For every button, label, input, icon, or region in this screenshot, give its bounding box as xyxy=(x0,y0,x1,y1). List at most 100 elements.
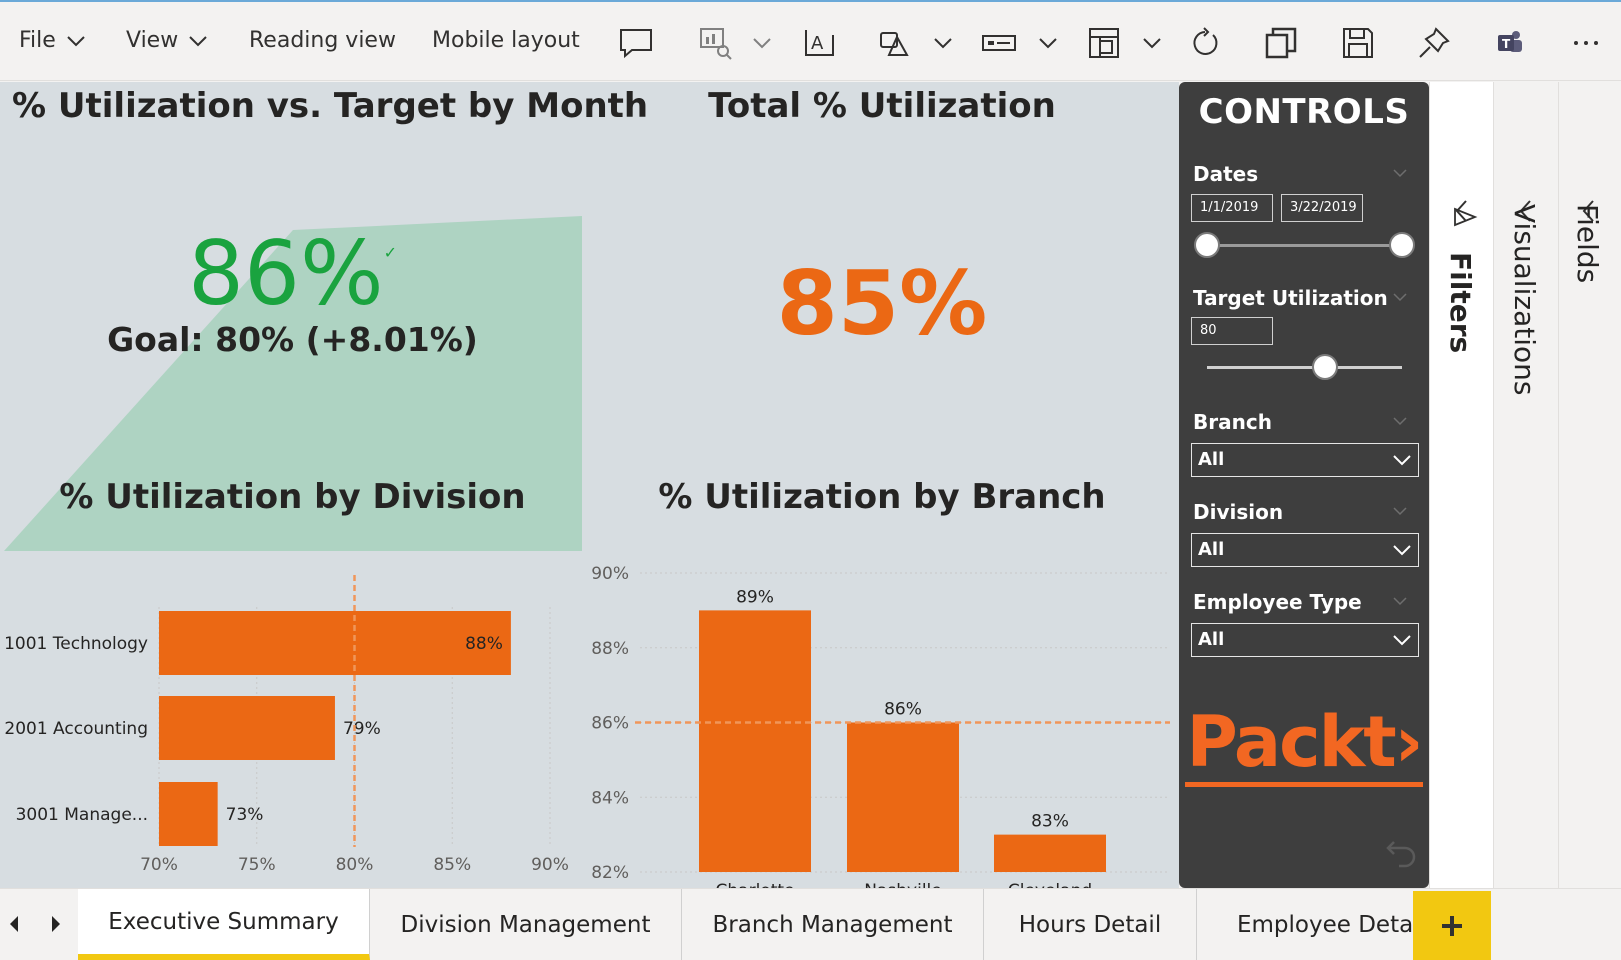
card-title: Total % Utilization xyxy=(708,86,1056,126)
chevron-down-icon[interactable] xyxy=(1393,506,1407,516)
tab-label: Employee Details xyxy=(1237,911,1413,938)
division-bar xyxy=(159,782,218,846)
chevron-down-icon[interactable] xyxy=(1393,416,1407,426)
x-tick-label: 90% xyxy=(531,855,569,875)
chevron-down-icon[interactable] xyxy=(932,34,954,52)
division-data-label: 88% xyxy=(465,634,503,654)
tab-branch-management[interactable]: Branch Management xyxy=(682,889,984,960)
tab-hours-detail[interactable]: Hours Detail xyxy=(984,889,1197,960)
division-chart-title: % Utilization by Division xyxy=(59,477,526,517)
tab-employee-details[interactable]: Employee Details xyxy=(1197,889,1413,960)
pin-icon[interactable] xyxy=(1415,24,1453,62)
x-tick-label: 75% xyxy=(238,855,276,875)
employee-type-dropdown-value: All xyxy=(1198,629,1225,650)
chevron-left-icon[interactable] xyxy=(1579,198,1599,224)
add-page-button[interactable] xyxy=(1413,891,1491,960)
teams-icon[interactable]: T xyxy=(1491,24,1529,62)
chevron-down-icon xyxy=(1393,545,1411,556)
page-layout-icon[interactable] xyxy=(1085,24,1123,62)
division-category-label: 2001 Accounting xyxy=(4,719,148,739)
comment-icon[interactable] xyxy=(617,24,655,62)
branch-dropdown[interactable]: All xyxy=(1191,443,1419,477)
file-menu[interactable]: File xyxy=(19,28,86,53)
fields-label: Fields xyxy=(1571,204,1604,284)
refresh-icon[interactable] xyxy=(1186,24,1224,62)
date-start-input[interactable]: 1/1/2019 xyxy=(1191,194,1273,222)
tab-label: Hours Detail xyxy=(1018,911,1162,938)
card-value: 85% xyxy=(776,252,988,355)
visualizations-pane[interactable]: Visualizations xyxy=(1493,82,1558,888)
y-tick-label: 90% xyxy=(591,564,629,584)
branch-column xyxy=(994,834,1106,872)
date-end-input[interactable]: 3/22/2019 xyxy=(1281,194,1363,222)
branch-data-label: 89% xyxy=(736,587,774,607)
employee-type-label: Employee Type xyxy=(1193,590,1362,614)
visual-interactions-icon[interactable] xyxy=(697,24,735,62)
x-tick-label: 80% xyxy=(336,855,374,875)
chevron-left-icon[interactable] xyxy=(1452,198,1472,224)
target-utilization-input[interactable]: 80 xyxy=(1191,317,1273,345)
save-icon[interactable] xyxy=(1339,24,1377,62)
fields-pane[interactable]: Fields xyxy=(1558,82,1621,888)
chevron-down-icon xyxy=(189,35,207,46)
chevron-left-icon[interactable] xyxy=(1516,198,1536,224)
y-tick-label: 88% xyxy=(591,639,629,659)
branch-column xyxy=(699,610,811,872)
chevron-down-icon[interactable] xyxy=(1141,34,1163,52)
duplicate-icon[interactable] xyxy=(1262,24,1300,62)
tab-label: Branch Management xyxy=(712,911,953,938)
chevron-down-icon xyxy=(67,35,85,46)
division-bar xyxy=(159,611,511,675)
y-tick-label: 84% xyxy=(591,788,629,808)
tab-label: Division Management xyxy=(400,911,651,938)
plus-icon xyxy=(1442,915,1462,936)
buttons-icon[interactable] xyxy=(980,24,1018,62)
filters-pane[interactable]: Filters xyxy=(1429,82,1493,888)
chevron-down-icon[interactable] xyxy=(1037,34,1059,52)
packt-logo-text: Packt› xyxy=(1186,701,1423,783)
chevron-down-icon xyxy=(1393,455,1411,466)
reading-view-button[interactable]: Reading view xyxy=(249,28,396,53)
chevron-down-icon[interactable] xyxy=(1393,168,1407,178)
target-slider-handle[interactable] xyxy=(1312,354,1338,380)
textbox-icon[interactable]: A xyxy=(799,24,837,62)
chevron-down-icon[interactable] xyxy=(751,34,773,52)
prev-page-arrow-icon[interactable] xyxy=(6,914,22,934)
tab-division-management[interactable]: Division Management xyxy=(370,889,682,960)
branch-category-label: Cleveland xyxy=(1008,881,1092,888)
date-slider-start-handle[interactable] xyxy=(1194,232,1220,258)
chevron-down-icon[interactable] xyxy=(1393,596,1407,606)
more-icon[interactable] xyxy=(1567,24,1605,62)
tab-label: Executive Summary xyxy=(108,908,339,935)
svg-text:T: T xyxy=(1502,37,1511,51)
next-page-arrow-icon[interactable] xyxy=(48,914,64,934)
mobile-layout-button[interactable]: Mobile layout xyxy=(432,28,580,53)
y-tick-label: 86% xyxy=(591,714,629,734)
kpi-goal: Goal: 80% xyxy=(107,320,295,359)
undo-icon[interactable] xyxy=(1379,834,1419,874)
chevron-down-icon xyxy=(1393,635,1411,646)
packt-logo: Packt› xyxy=(1183,702,1425,787)
checkmark-icon: ✓ xyxy=(383,243,397,262)
division-bar xyxy=(159,696,335,760)
view-menu[interactable]: View xyxy=(126,28,208,53)
tab-executive-summary[interactable]: Executive Summary xyxy=(78,889,370,960)
branch-category-label: Nashville xyxy=(864,881,941,888)
division-category-label: 3001 Manage... xyxy=(16,805,148,825)
date-slider-end-handle[interactable] xyxy=(1389,232,1415,258)
chevron-down-icon[interactable] xyxy=(1393,292,1407,302)
branch-column-chart[interactable]: 82% 84% 86% 88% 90% 89% Charlotte 86% Nashville 8… xyxy=(585,527,1179,888)
branch-label: Branch xyxy=(1193,410,1272,434)
division-dropdown-value: All xyxy=(1198,539,1225,560)
division-bar-chart[interactable]: 70% 75% 80% 85% 90% 1001 Technology 88% 2001 Ac… xyxy=(0,527,585,888)
svg-text:A: A xyxy=(811,33,824,54)
kpi-visual[interactable]: 86%✓ Goal: 80% (+8.01%) xyxy=(0,222,585,452)
shapes-icon[interactable] xyxy=(876,24,914,62)
card-visual[interactable]: 85% xyxy=(585,252,1179,382)
branch-dropdown-value: All xyxy=(1198,449,1225,470)
date-slider-track[interactable] xyxy=(1207,244,1402,247)
target-slider-track[interactable] xyxy=(1207,366,1402,369)
division-dropdown[interactable]: All xyxy=(1191,533,1419,567)
kpi-title: % Utilization vs. Target by Month xyxy=(12,86,649,126)
employee-type-dropdown[interactable]: All xyxy=(1191,623,1419,657)
